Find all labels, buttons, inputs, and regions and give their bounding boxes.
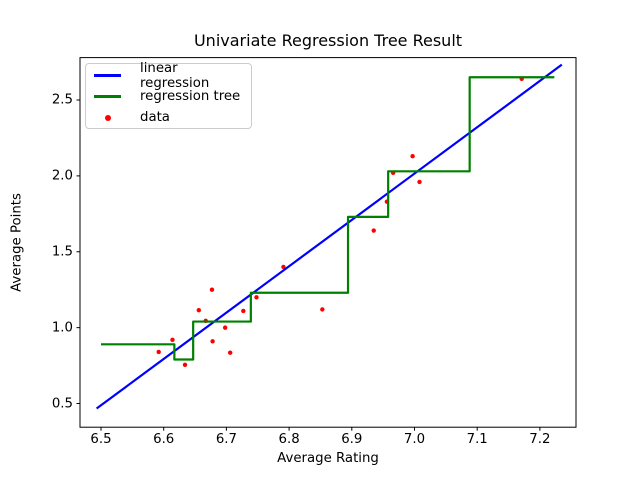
legend-label: data: [140, 110, 170, 125]
x-tick-label: 7.1: [466, 432, 488, 447]
legend-dot-swatch: [94, 114, 121, 121]
legend-swatch-shape: [104, 114, 111, 121]
y-tick-label: 2.5: [51, 92, 73, 108]
x-tick-label: 6.8: [278, 432, 300, 447]
y-tick-label: 1.0: [51, 320, 73, 336]
x-tick-label: 6.7: [215, 432, 237, 447]
data-point: [417, 179, 422, 185]
x-tick-label: 6.9: [341, 432, 363, 447]
data-point: [210, 339, 215, 344]
legend-swatch-shape: [94, 74, 121, 77]
legend-item: data: [86, 107, 251, 128]
data-point: [209, 287, 215, 292]
x-tick-label: 6.5: [90, 432, 112, 447]
y-tick-label: 0.5: [51, 396, 73, 411]
axes-border: [79, 57, 577, 428]
data-point: [227, 350, 233, 355]
data-point: [156, 349, 161, 355]
data-point: [254, 295, 259, 300]
tree-step-line: [101, 76, 555, 361]
data-point: [182, 362, 188, 368]
legend-item: linear regression: [86, 61, 251, 91]
y-tick-label: 1.5: [51, 244, 73, 260]
legend-line-swatch: [94, 95, 121, 98]
legend-label: linear regression: [140, 60, 210, 91]
x-tick-label: 7.0: [403, 432, 426, 447]
data-point: [410, 153, 415, 159]
legend: linear regression regression tree data: [85, 61, 252, 129]
data-point: [196, 307, 202, 313]
data-point: [281, 264, 286, 270]
chart-title: Univariate Regression Tree Result: [193, 31, 463, 50]
data-point: [222, 325, 228, 330]
data-point: [320, 307, 325, 312]
legend-label: regression tree: [140, 89, 241, 104]
data-point: [170, 337, 175, 342]
x-tick-label: 7.2: [529, 432, 551, 447]
x-axis-label: Average Rating: [277, 451, 379, 466]
data-point: [371, 228, 376, 233]
y-tick-label: 2.0: [51, 168, 73, 184]
data-point: [241, 308, 246, 314]
legend-swatch-shape: [94, 95, 121, 98]
legend-line-swatch: [94, 74, 121, 77]
x-tick-label: 6.6: [153, 432, 175, 447]
legend-item: regression tree: [86, 86, 251, 107]
